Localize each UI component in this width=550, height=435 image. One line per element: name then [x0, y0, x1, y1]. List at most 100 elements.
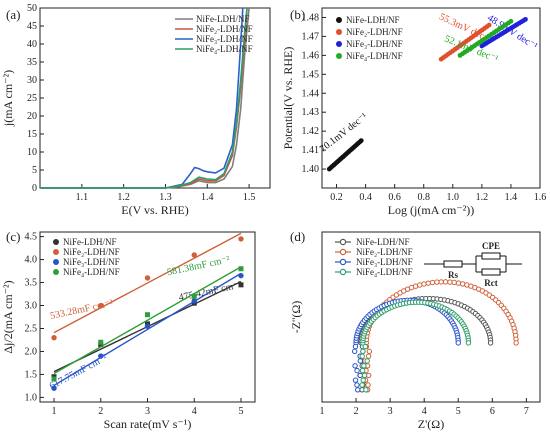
data-point	[442, 279, 449, 285]
y-tick-label: 20	[27, 111, 37, 122]
data-point	[145, 312, 150, 318]
y-tick-label: 1.45	[302, 69, 320, 80]
legend-marker	[53, 239, 59, 245]
data-point	[51, 385, 57, 391]
fit-line-3	[53, 272, 242, 387]
data-point	[98, 302, 104, 309]
series-line-3	[40, 7, 244, 189]
data-point	[238, 272, 244, 279]
x-tick-label: 1.1	[76, 192, 89, 203]
data-point	[191, 293, 197, 299]
panel-label: (d)	[290, 229, 305, 244]
y-tick-label: 1.44	[302, 88, 320, 99]
y-tick-label: 1.40	[302, 164, 320, 175]
x-tick-label: 4	[422, 406, 427, 417]
x-axis-label: Log (j(mA cm⁻²))	[388, 203, 475, 217]
y-tick-label: 1.42	[302, 126, 320, 137]
legend-marker	[339, 248, 347, 256]
panel-label: (b)	[290, 7, 305, 22]
x-tick-label: 1.2	[476, 192, 489, 203]
legend-marker	[336, 29, 342, 35]
x-tick-label: 0.6	[388, 192, 401, 203]
data-point	[361, 363, 367, 369]
data-point	[434, 279, 440, 285]
data-point	[429, 279, 436, 286]
cpe-element	[481, 252, 501, 260]
legend-label-1: NiFe-LDH/NF	[346, 15, 400, 25]
data-point	[359, 382, 365, 388]
panel-label: (c)	[6, 229, 20, 244]
data-point	[352, 343, 359, 350]
data-point	[359, 353, 365, 359]
slope-label-4: 581.38mF cm⁻²	[166, 254, 231, 278]
x-tick-label: 1.0	[447, 192, 460, 203]
legend-label-4: NiFe₄-LDH/NF	[63, 267, 120, 277]
data-point	[238, 266, 244, 272]
x-axis-label: E(V vs. RHE)	[121, 203, 188, 217]
legend-label-1: NiFe-LDH/NF	[196, 14, 250, 24]
y-tick-label: 5	[32, 165, 37, 176]
x-tick-label: 1.5	[243, 192, 256, 203]
x-axis-label: Z'(Ω)	[418, 417, 444, 431]
x-tick-label: 0.4	[359, 192, 372, 203]
data-point	[354, 382, 360, 388]
data-point	[365, 382, 371, 388]
data-point	[465, 340, 472, 346]
x-tick-label: 0.2	[330, 192, 343, 203]
data-point	[417, 282, 423, 288]
x-tick-label: 1.3	[159, 192, 172, 203]
data-point	[351, 348, 358, 355]
y-tick-label: 15	[27, 129, 37, 140]
y-tick-label: 3.0	[25, 301, 38, 312]
x-tick-label: 2	[354, 406, 359, 417]
data-point	[361, 372, 368, 379]
legend-marker	[339, 258, 347, 266]
data-point	[455, 340, 461, 346]
x-tick-label: 1	[320, 406, 325, 417]
data-point	[359, 367, 366, 374]
data-point	[355, 387, 361, 393]
data-point	[360, 377, 366, 383]
data-point	[191, 252, 197, 258]
legend-marker	[53, 259, 59, 265]
legend-marker	[53, 269, 59, 275]
x-tick-label: 1.6	[534, 192, 547, 203]
legend-label-3: NiFe₃-LDH/NF	[63, 257, 120, 267]
x-tick-label: 2	[98, 406, 103, 417]
circuit-label-rs: Rs	[448, 270, 458, 280]
data-point	[451, 279, 457, 286]
resistor-rct	[481, 268, 501, 276]
y-tick-label: 1.48	[302, 12, 320, 23]
data-point	[365, 353, 372, 359]
y-tick-label: 25	[27, 93, 37, 104]
legend-marker	[336, 41, 342, 47]
y-tick-label: 2.5	[25, 323, 38, 334]
data-point	[421, 281, 427, 287]
data-point	[366, 348, 373, 355]
data-point	[51, 334, 57, 341]
data-point	[364, 358, 370, 364]
y-tick-label: 1.47	[302, 31, 320, 42]
legend-label-4: NiFe₄-LDH/NF	[356, 267, 413, 277]
data-point	[144, 275, 151, 281]
panel-b: 0.2 0.4 0.6 0.8 1.0 1.2 1.4 1.6 1.40 1.41 1.42 1.43…	[281, 7, 546, 217]
legend-label-4: NiFe₄-LDH/NF	[196, 44, 253, 54]
legend-label-3: NiFe₃-LDH/NF	[196, 34, 253, 44]
y-tick-label: 1.5	[25, 369, 38, 380]
y-tick-label: 3.5	[25, 278, 38, 289]
data-point	[352, 363, 358, 369]
panel-label: (a)	[6, 7, 20, 22]
data-point	[487, 340, 494, 346]
circuit-label-cpe: CPE	[482, 241, 500, 251]
resistor-rs	[443, 260, 463, 268]
x-tick-label: 1.4	[505, 192, 518, 203]
fit-line-2	[53, 232, 242, 334]
y-tick-label: 2.0	[25, 346, 38, 357]
data-point	[357, 372, 363, 379]
x-tick-label: 1.2	[117, 192, 130, 203]
circuit-label-rct: Rct	[484, 278, 498, 288]
data-point	[508, 18, 514, 24]
y-tick-label: 4.5	[25, 232, 38, 243]
y-tick-label: 0	[32, 183, 37, 194]
legend-label-3: NiFe₃-LDH/NF	[356, 257, 413, 267]
